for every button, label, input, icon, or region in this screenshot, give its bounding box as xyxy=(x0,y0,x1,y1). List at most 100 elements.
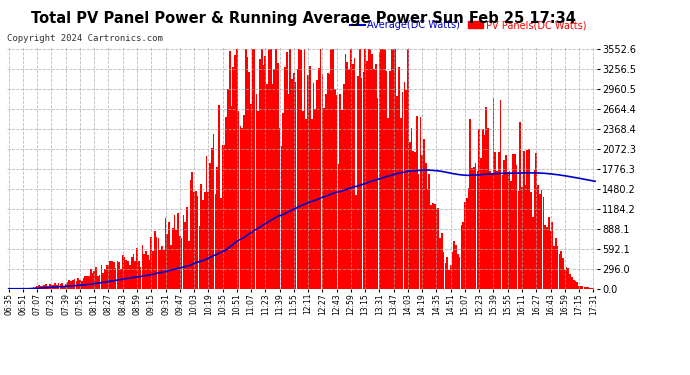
Bar xyxy=(248,72,250,289)
Bar xyxy=(509,171,511,289)
Bar xyxy=(204,192,206,289)
Bar xyxy=(268,49,270,289)
Bar xyxy=(197,196,199,289)
Bar xyxy=(188,241,190,289)
Bar xyxy=(177,213,179,289)
Bar xyxy=(529,149,530,289)
Bar xyxy=(38,285,40,289)
Bar xyxy=(309,66,310,289)
Bar xyxy=(478,129,480,289)
Bar xyxy=(77,278,79,289)
Bar xyxy=(255,94,257,289)
Bar xyxy=(206,156,208,289)
Bar xyxy=(225,117,227,289)
Bar xyxy=(468,189,469,289)
Bar xyxy=(159,251,161,289)
Bar xyxy=(286,52,288,289)
Bar xyxy=(441,233,442,289)
Bar xyxy=(241,128,243,289)
Bar xyxy=(115,268,117,289)
Bar xyxy=(500,99,502,289)
Bar xyxy=(221,145,224,289)
Bar xyxy=(573,280,575,289)
Bar xyxy=(127,261,129,289)
Bar xyxy=(47,286,49,289)
Bar xyxy=(377,98,379,289)
Bar xyxy=(386,71,387,289)
Bar xyxy=(567,268,569,289)
Bar xyxy=(564,270,566,289)
Bar xyxy=(334,88,336,289)
Bar xyxy=(507,172,509,289)
Bar xyxy=(491,174,493,289)
Bar xyxy=(310,119,313,289)
Bar xyxy=(154,231,156,289)
Bar xyxy=(373,69,375,289)
Bar xyxy=(236,49,237,289)
Bar xyxy=(50,285,52,289)
Bar xyxy=(489,171,491,289)
Bar xyxy=(469,119,471,289)
Bar xyxy=(281,146,282,289)
Bar xyxy=(304,49,306,289)
Bar xyxy=(79,280,81,289)
Bar xyxy=(435,209,437,289)
Bar xyxy=(227,89,229,289)
Bar xyxy=(355,195,357,289)
Bar xyxy=(181,238,182,289)
Bar xyxy=(426,189,428,289)
Bar xyxy=(272,84,273,289)
Bar xyxy=(140,267,141,289)
Bar xyxy=(63,286,65,289)
Bar xyxy=(215,194,216,289)
Bar xyxy=(316,80,318,289)
Bar xyxy=(417,174,420,289)
Bar xyxy=(480,158,482,289)
Bar xyxy=(524,186,526,289)
Bar xyxy=(306,119,307,289)
Bar xyxy=(218,105,220,289)
Bar xyxy=(432,203,434,289)
Bar xyxy=(555,238,557,289)
Bar xyxy=(398,67,400,289)
Bar xyxy=(163,250,165,289)
Text: Total PV Panel Power & Running Average Power Sun Feb 25 17:34: Total PV Panel Power & Running Average P… xyxy=(31,11,576,26)
Bar xyxy=(434,204,435,289)
Bar xyxy=(313,83,315,289)
Bar xyxy=(464,202,466,289)
Bar xyxy=(233,67,234,289)
Bar xyxy=(431,206,432,289)
Bar xyxy=(411,128,413,289)
Bar xyxy=(587,287,589,289)
Bar xyxy=(437,208,439,289)
Bar xyxy=(277,63,279,289)
Bar xyxy=(165,218,166,289)
Bar xyxy=(502,175,503,289)
Bar xyxy=(585,287,587,289)
Bar xyxy=(289,49,291,289)
Bar xyxy=(284,66,286,289)
Bar xyxy=(28,288,29,289)
Bar xyxy=(371,54,373,289)
Bar xyxy=(273,69,275,289)
Bar xyxy=(473,167,475,289)
Bar xyxy=(450,265,451,289)
Bar xyxy=(252,49,254,289)
Bar xyxy=(229,51,230,289)
Bar xyxy=(352,64,353,289)
Bar xyxy=(113,262,115,289)
Bar xyxy=(388,118,389,289)
Bar xyxy=(193,192,195,289)
Bar xyxy=(275,49,277,289)
Bar xyxy=(122,255,124,289)
Bar xyxy=(59,284,61,289)
Bar xyxy=(211,148,213,289)
Bar xyxy=(422,155,423,289)
Bar xyxy=(460,225,462,289)
Bar xyxy=(110,261,111,289)
Bar xyxy=(293,73,295,289)
Bar xyxy=(117,261,118,289)
Bar xyxy=(416,116,417,289)
Bar xyxy=(179,236,181,289)
Bar xyxy=(31,288,32,289)
